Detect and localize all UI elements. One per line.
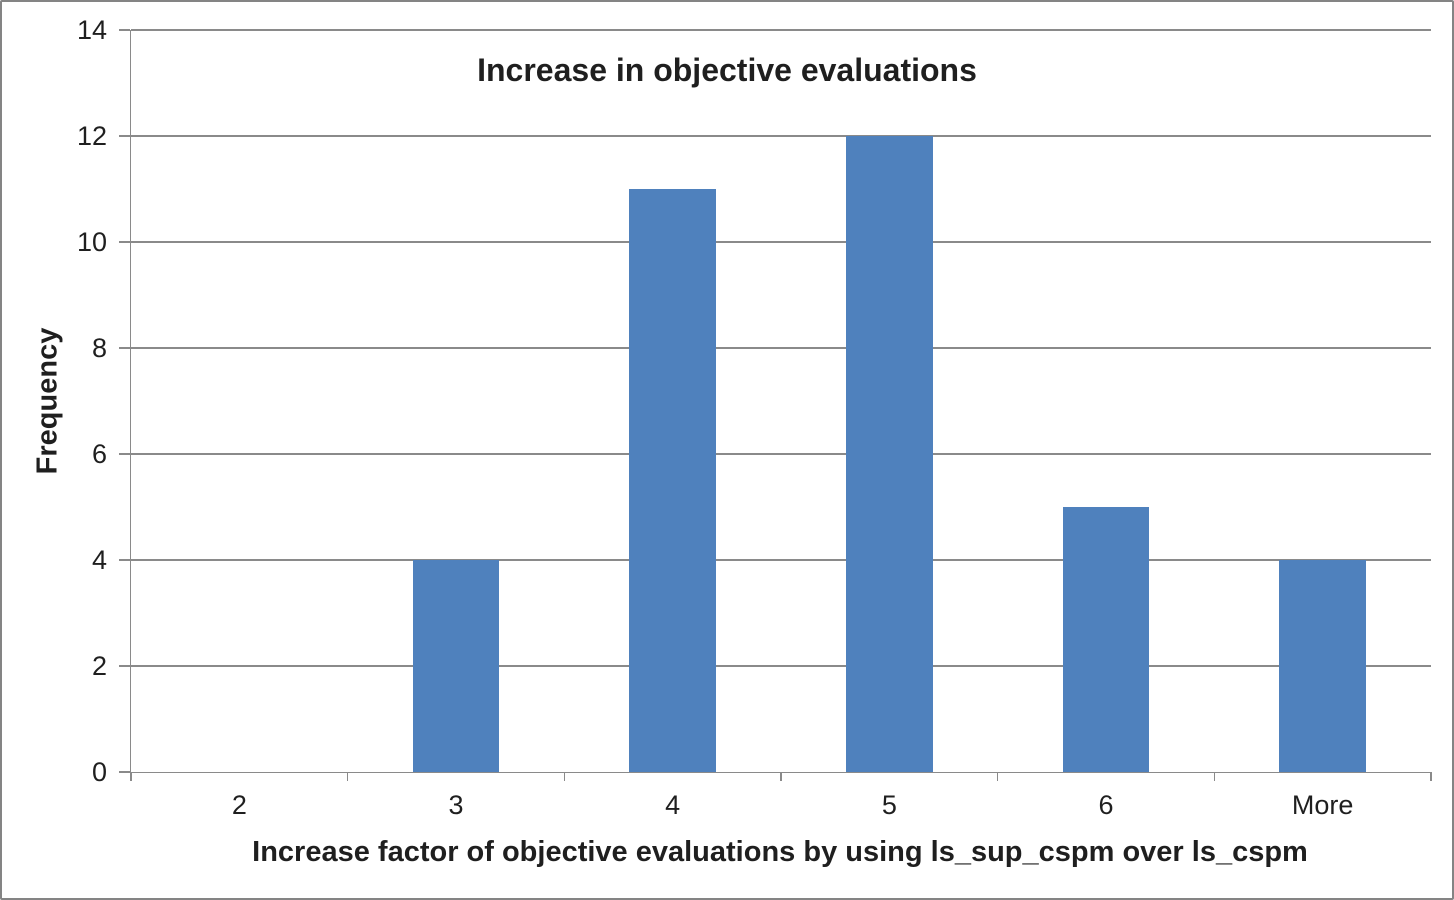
y-tick-label: 2 — [91, 651, 107, 681]
chart-title: Increase in objective evaluations — [477, 52, 977, 88]
y-tick-label: 4 — [91, 545, 107, 575]
x-tick-mark — [1430, 772, 1432, 781]
y-tick-mark — [118, 665, 130, 667]
y-tick-mark — [118, 135, 130, 137]
gridline — [131, 29, 1431, 31]
bar-6 — [1062, 507, 1150, 772]
category-label: 2 — [231, 790, 247, 820]
gridline — [131, 241, 1431, 243]
bar-5 — [846, 136, 933, 772]
category-label: 4 — [665, 790, 681, 820]
y-tick-mark — [118, 771, 130, 773]
y-tick-mark — [118, 453, 130, 455]
x-tick-mark — [130, 772, 132, 781]
x-axis-title: Increase factor of objective evaluations… — [252, 836, 1308, 868]
gridline — [131, 665, 1431, 667]
y-tick-label: 8 — [91, 333, 107, 363]
y-tick-mark — [118, 29, 130, 31]
bar-more — [1279, 560, 1366, 772]
plot-area: 0 2 4 6 8 10 12 14 2 3 4 5 6 More — [77, 15, 1432, 820]
bar-4 — [629, 189, 716, 772]
x-tick-mark — [780, 772, 782, 781]
x-tick-mark — [996, 772, 999, 781]
y-tick-mark — [118, 347, 130, 349]
gridline — [131, 347, 1431, 349]
gridline — [131, 453, 1431, 455]
y-tick-label: 10 — [76, 227, 107, 257]
y-tick-mark — [118, 241, 130, 243]
bar-3 — [412, 560, 500, 772]
x-tick-mark — [346, 772, 349, 781]
x-tick-mark — [563, 772, 566, 781]
gridline — [131, 135, 1431, 137]
category-label: 5 — [881, 790, 897, 820]
x-tick-mark — [1213, 772, 1216, 781]
gridline — [131, 559, 1431, 561]
y-tick-label: 14 — [76, 15, 107, 45]
y-tick-mark — [118, 559, 130, 561]
category-label: 6 — [1098, 790, 1114, 820]
y-tick-label: 6 — [91, 439, 107, 469]
category-label: 3 — [448, 790, 464, 820]
y-tick-label: 0 — [91, 757, 107, 787]
category-label: More — [1291, 790, 1354, 820]
y-tick-label: 12 — [76, 121, 107, 151]
